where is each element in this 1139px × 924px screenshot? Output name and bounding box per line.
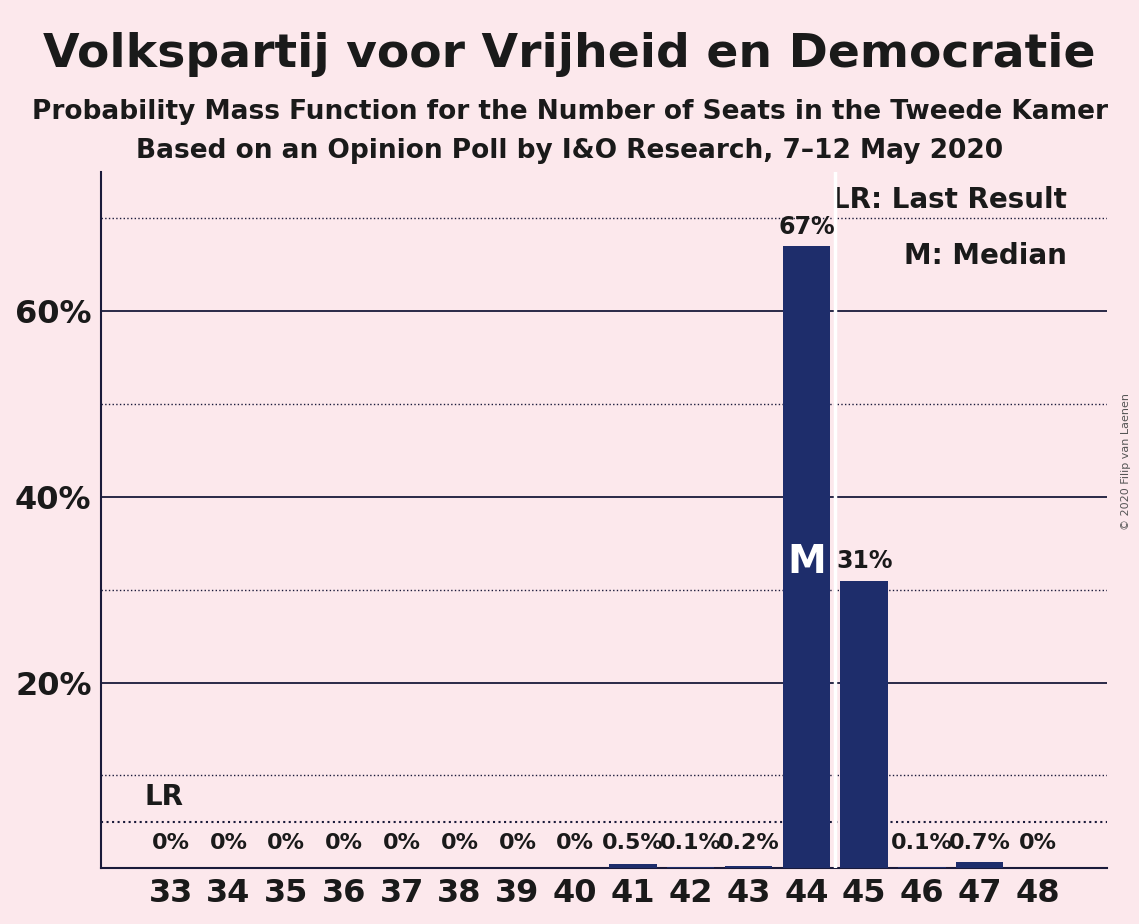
- Text: 0%: 0%: [383, 833, 420, 853]
- Text: 0.1%: 0.1%: [659, 833, 722, 853]
- Text: 0.5%: 0.5%: [603, 833, 664, 853]
- Text: Probability Mass Function for the Number of Seats in the Tweede Kamer: Probability Mass Function for the Number…: [32, 99, 1107, 125]
- Text: 0.7%: 0.7%: [949, 833, 1010, 853]
- Text: LR: Last Result: LR: Last Result: [831, 186, 1066, 214]
- Text: 0%: 0%: [151, 833, 189, 853]
- Text: 67%: 67%: [778, 215, 835, 239]
- Text: M: M: [787, 543, 826, 581]
- Bar: [782, 247, 830, 869]
- Text: 0%: 0%: [268, 833, 305, 853]
- Bar: [841, 580, 887, 869]
- Text: M: Median: M: Median: [903, 242, 1066, 270]
- Bar: [609, 864, 657, 869]
- Bar: [899, 868, 945, 869]
- Text: 0%: 0%: [441, 833, 478, 853]
- Bar: [667, 868, 714, 869]
- Text: 0%: 0%: [499, 833, 536, 853]
- Bar: [956, 862, 1003, 869]
- Bar: [724, 867, 772, 869]
- Text: 0%: 0%: [1018, 833, 1057, 853]
- Text: 0%: 0%: [210, 833, 247, 853]
- Text: 0%: 0%: [556, 833, 595, 853]
- Text: 0.1%: 0.1%: [891, 833, 953, 853]
- Text: LR: LR: [145, 783, 183, 810]
- Text: 0.2%: 0.2%: [718, 833, 779, 853]
- Text: 31%: 31%: [836, 549, 892, 573]
- Text: Volkspartij voor Vrijheid en Democratie: Volkspartij voor Vrijheid en Democratie: [43, 32, 1096, 78]
- Text: © 2020 Filip van Laenen: © 2020 Filip van Laenen: [1121, 394, 1131, 530]
- Text: Based on an Opinion Poll by I&O Research, 7–12 May 2020: Based on an Opinion Poll by I&O Research…: [136, 138, 1003, 164]
- Text: 0%: 0%: [325, 833, 363, 853]
